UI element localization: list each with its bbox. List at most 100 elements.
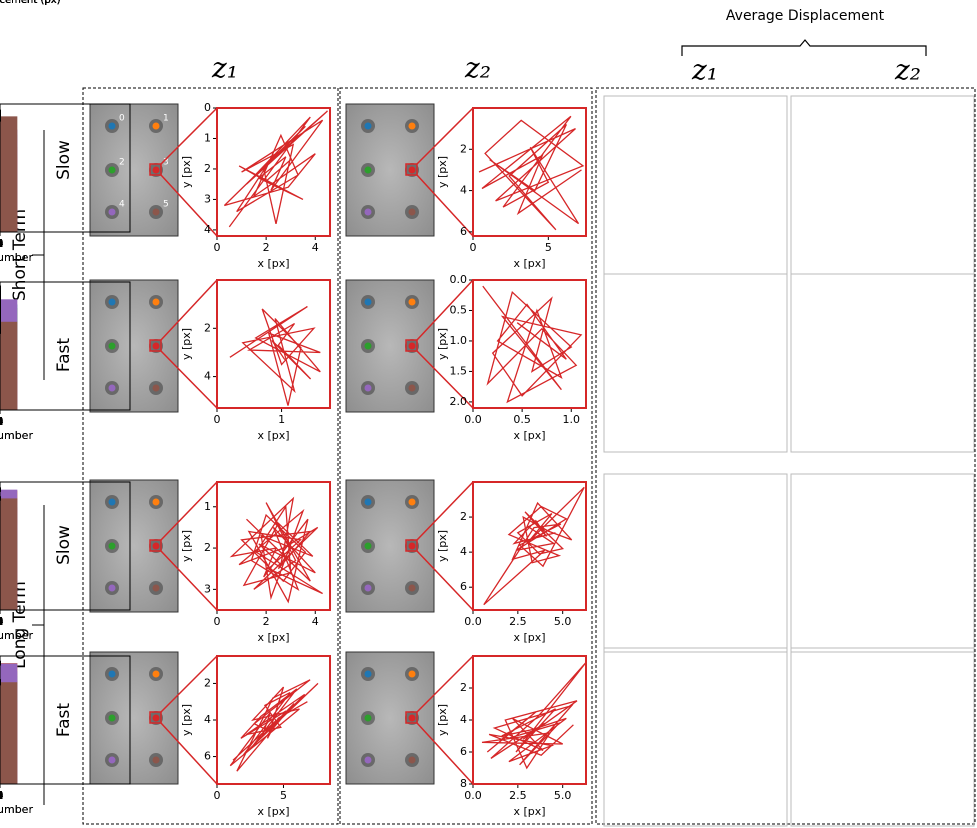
trajectory xyxy=(224,111,327,227)
y-axis-label: y [px] xyxy=(180,328,193,360)
dot-marker xyxy=(365,671,372,678)
column-header: z₂ xyxy=(464,52,491,85)
y-tick-label: 0 xyxy=(204,101,211,114)
y-axis-label: y [px] xyxy=(436,156,449,188)
dot-marker xyxy=(409,167,416,174)
x-tick-label: 2.5 xyxy=(509,789,527,802)
brace xyxy=(682,40,926,56)
dot-marker xyxy=(365,499,372,506)
y-axis-label: y [px] xyxy=(180,156,193,188)
x-tick-label: 0.5 xyxy=(513,413,531,426)
microscope-image xyxy=(346,480,434,612)
row-label: Slow xyxy=(54,140,74,180)
x-tick-label: 5.0 xyxy=(554,789,572,802)
dot-marker xyxy=(153,343,160,350)
column-box xyxy=(596,88,975,824)
trajectory xyxy=(483,286,581,402)
microscope-image xyxy=(90,652,178,784)
dot-marker xyxy=(409,299,416,306)
dot-marker xyxy=(365,715,372,722)
y-tick-label: 6 xyxy=(460,225,467,238)
y-tick-label: 2 xyxy=(204,162,211,175)
dot-marker xyxy=(153,209,160,216)
y-tick-label: 2 xyxy=(460,681,467,694)
panel-box xyxy=(791,648,974,826)
dot-marker xyxy=(409,757,416,764)
dot-marker xyxy=(409,499,416,506)
x-axis-label: x [px] xyxy=(257,631,289,644)
x-tick-label: 5 xyxy=(0,615,4,628)
bar xyxy=(0,682,17,784)
panel-box xyxy=(604,96,787,274)
y-tick-label: 2 xyxy=(204,676,211,689)
row-label: Fast xyxy=(54,703,74,737)
x-tick-label: 0 xyxy=(214,241,221,254)
x-axis-label: Dot number xyxy=(0,429,33,442)
row-label: Fast xyxy=(54,338,74,372)
dot-marker xyxy=(109,123,116,130)
dot-marker xyxy=(365,343,372,350)
y-tick-label: 0.0 xyxy=(450,273,468,286)
x-tick-label: 0.0 xyxy=(464,615,482,628)
x-tick-label: 4 xyxy=(312,615,319,628)
dot-marker xyxy=(153,385,160,392)
bracket xyxy=(32,505,44,805)
x-axis-label: Dot number xyxy=(0,803,33,816)
dot-marker xyxy=(365,167,372,174)
x-tick-label: 0 xyxy=(214,615,221,628)
dot-marker xyxy=(409,543,416,550)
x-tick-label: 5.0 xyxy=(554,615,572,628)
dot-marker xyxy=(409,585,416,592)
dot-marker xyxy=(109,499,116,506)
row-label: Slow xyxy=(54,525,74,565)
x-tick-label: 1 xyxy=(278,413,285,426)
x-tick-label: 0 xyxy=(214,413,221,426)
x-tick-label: 2 xyxy=(263,615,270,628)
dot-marker xyxy=(109,715,116,722)
y-tick-label: 3 xyxy=(204,582,211,595)
y-axis-label: Mean displacement (px) xyxy=(0,0,61,6)
dot-marker xyxy=(109,671,116,678)
bar xyxy=(0,498,17,610)
y-tick-label: 1.5 xyxy=(450,364,468,377)
x-axis-label: x [px] xyxy=(513,631,545,644)
x-axis-label: Dot number xyxy=(0,251,33,264)
dot-marker xyxy=(409,671,416,678)
dot-marker xyxy=(409,385,416,392)
x-tick-label: 0 xyxy=(214,789,221,802)
dot-marker xyxy=(109,385,116,392)
panel-box xyxy=(791,474,974,652)
dot-marker xyxy=(109,167,116,174)
y-tick-label: 1.0 xyxy=(450,334,468,347)
x-axis-label: x [px] xyxy=(257,429,289,442)
panel-box xyxy=(604,474,787,652)
panel-box xyxy=(604,648,787,826)
x-tick-label: 5 xyxy=(0,789,4,802)
y-tick-label: 2 xyxy=(460,142,467,155)
x-axis-label: Dot number xyxy=(0,629,33,642)
dot-marker xyxy=(153,585,160,592)
panel-box xyxy=(791,274,974,452)
microscope-image xyxy=(346,280,434,412)
dot-marker xyxy=(153,167,160,174)
axes-frame xyxy=(217,280,330,408)
y-axis-label: y [px] xyxy=(436,328,449,360)
bar xyxy=(0,322,17,410)
y-tick-label: 4 xyxy=(460,545,467,558)
y-tick-label: 2.0 xyxy=(450,395,468,408)
dot-marker xyxy=(365,209,372,216)
y-tick-label: 6 xyxy=(460,745,467,758)
y-tick-label: 2 xyxy=(460,510,467,523)
y-tick-label: 4 xyxy=(204,223,211,236)
y-tick-label: 4 xyxy=(460,184,467,197)
y-tick-label: 1 xyxy=(204,131,211,144)
microscope-image xyxy=(90,480,178,612)
dot-marker xyxy=(109,209,116,216)
trajectory xyxy=(232,499,323,602)
x-tick-label: 0.0 xyxy=(464,413,482,426)
x-axis-label: x [px] xyxy=(513,257,545,270)
dot-marker xyxy=(153,299,160,306)
dot-marker xyxy=(109,343,116,350)
dot-label: 4 xyxy=(119,200,125,210)
dot-marker xyxy=(153,499,160,506)
